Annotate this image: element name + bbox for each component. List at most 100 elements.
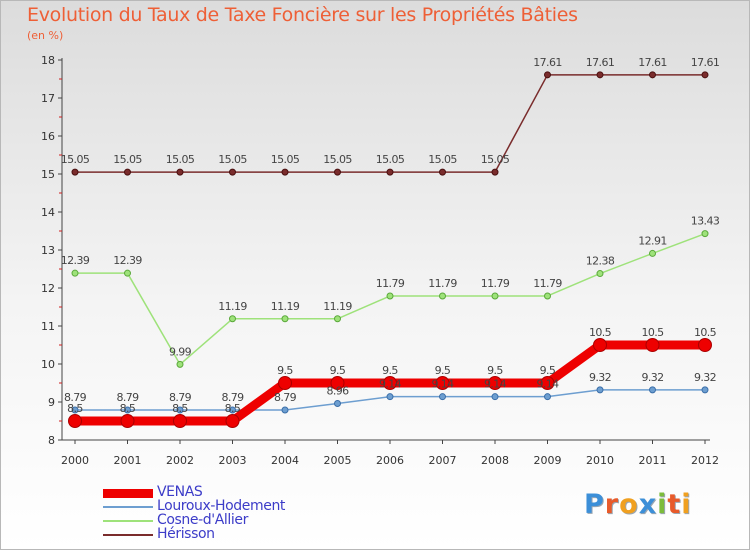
data-label: 17.61 — [691, 56, 720, 69]
y-tick-label: 18 — [41, 54, 55, 67]
data-point — [544, 292, 551, 300]
legend-item: VENAS — [103, 484, 363, 500]
legend-swatch — [103, 534, 153, 536]
data-label: 8.5 — [120, 402, 136, 415]
data-point — [71, 406, 79, 414]
logo-letter: i — [657, 489, 668, 520]
x-tick-label: 2000 — [61, 454, 89, 467]
data-point — [330, 376, 345, 390]
data-point — [596, 270, 604, 278]
data-point — [281, 168, 289, 176]
data-point — [124, 168, 131, 176]
data-point — [176, 406, 184, 414]
logo-letter: P — [584, 489, 605, 520]
data-label: 9.5 — [382, 364, 398, 377]
data-point — [488, 376, 502, 390]
x-tick-label: 2005 — [324, 454, 352, 467]
data-point — [71, 168, 79, 176]
data-label: 15.05 — [376, 153, 405, 166]
data-label: 11.79 — [481, 277, 510, 290]
data-point — [491, 292, 499, 300]
logo-letter: x — [638, 489, 658, 520]
data-point — [649, 249, 656, 257]
data-label: 17.61 — [638, 56, 667, 69]
data-label: 8.79 — [64, 391, 87, 404]
data-label: 12.38 — [586, 255, 615, 268]
data-point — [645, 338, 660, 352]
data-label: 8.5 — [67, 402, 83, 415]
data-label: 15.05 — [481, 153, 510, 166]
data-point — [701, 386, 709, 394]
logo-letter: o — [619, 489, 639, 520]
data-label: 15.05 — [113, 153, 142, 166]
data-point — [68, 414, 82, 428]
data-label: 8.79 — [221, 391, 244, 404]
chart-unit-label: (en %) — [27, 29, 64, 42]
data-point — [540, 376, 555, 390]
data-point — [649, 386, 656, 394]
data-point — [229, 406, 236, 414]
data-point — [386, 168, 394, 176]
data-label: 9.5 — [435, 364, 451, 377]
data-label: 8.5 — [225, 402, 241, 415]
y-tick-label: 15 — [41, 168, 55, 181]
data-label: 15.05 — [271, 153, 300, 166]
x-tick-label: 2003 — [219, 454, 247, 467]
y-tick-label: 17 — [41, 92, 55, 105]
data-point — [491, 393, 499, 401]
data-point — [176, 360, 184, 368]
y-tick-label: 16 — [41, 130, 55, 143]
data-label: 15.05 — [61, 153, 90, 166]
data-label: 8.79 — [169, 391, 192, 404]
x-tick-label: 2008 — [481, 454, 509, 467]
data-point — [439, 292, 446, 300]
data-point — [229, 168, 236, 176]
data-label: 8.79 — [116, 391, 139, 404]
data-label: 17.61 — [533, 56, 562, 69]
data-label: 15.05 — [323, 153, 352, 166]
data-label: 9.14 — [484, 378, 507, 391]
legend-label: Cosne-d'Allier — [157, 512, 248, 528]
data-label: 9.5 — [277, 364, 293, 377]
data-label: 9.32 — [694, 371, 716, 384]
data-point — [120, 414, 135, 428]
x-tick-label: 2012 — [691, 454, 719, 467]
chart-title: Evolution du Taux de Taxe Foncière sur l… — [27, 4, 578, 26]
data-label: 9.14 — [536, 378, 559, 391]
x-tick-label: 2002 — [166, 454, 194, 467]
data-point — [176, 168, 184, 176]
data-label: 9.5 — [540, 364, 556, 377]
proxiti-logo: Proxiti — [584, 489, 692, 520]
data-point — [544, 71, 551, 79]
y-tick-label: 9 — [48, 396, 55, 409]
data-point — [435, 376, 450, 390]
data-label: 10.5 — [589, 326, 612, 339]
data-label: 8.5 — [172, 402, 188, 415]
legend-item: Cosne-d'Allier — [103, 512, 363, 528]
chart-legend: VENAS Louroux-Hodement Cosne-d'Allier Héris… — [103, 484, 363, 542]
data-point — [229, 315, 236, 323]
data-point — [439, 393, 446, 401]
y-tick-label: 14 — [41, 206, 55, 219]
logo-letter: r — [604, 489, 620, 520]
data-label: 12.39 — [113, 254, 142, 267]
data-point — [334, 315, 341, 323]
legend-item: Louroux-Hodement — [103, 498, 363, 514]
legend-label: VENAS — [157, 484, 203, 500]
data-point — [124, 406, 131, 414]
x-tick-label: 2004 — [271, 454, 299, 467]
legend-swatch — [103, 520, 153, 522]
data-label: 9.14 — [379, 378, 402, 391]
x-tick-label: 2011 — [639, 454, 667, 467]
data-label: 17.61 — [586, 56, 615, 69]
legend-label: Hérisson — [157, 526, 215, 542]
x-tick-label: 2001 — [114, 454, 142, 467]
x-tick-label: 2007 — [429, 454, 457, 467]
data-point — [225, 414, 240, 428]
data-label: 10.5 — [694, 326, 717, 339]
data-label: 11.79 — [428, 277, 457, 290]
data-label: 9.32 — [641, 371, 663, 384]
data-label: 11.19 — [323, 300, 352, 313]
data-label: 9.14 — [431, 378, 454, 391]
